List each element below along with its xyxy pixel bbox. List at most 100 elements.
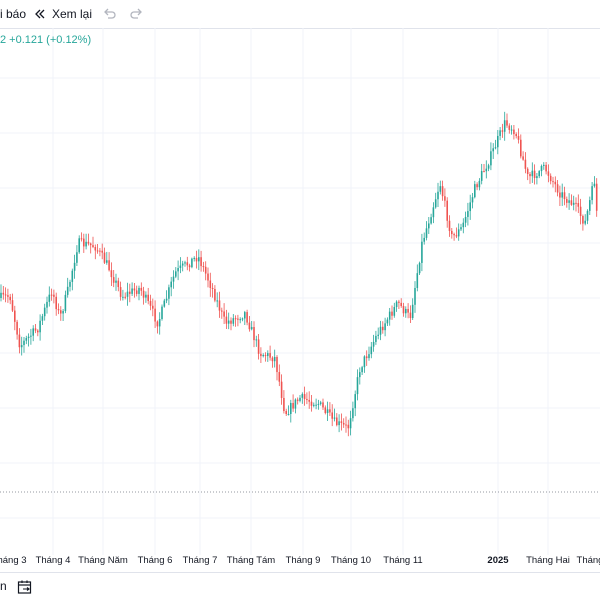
candle — [572, 195, 575, 211]
candle — [232, 314, 235, 327]
candle — [188, 263, 191, 272]
candle — [428, 216, 430, 234]
candle — [536, 172, 538, 185]
candle — [39, 314, 41, 341]
candle — [559, 185, 561, 207]
candle — [135, 285, 138, 297]
candle — [87, 233, 90, 246]
candle — [561, 183, 563, 206]
candle — [448, 215, 451, 237]
candle — [356, 369, 359, 401]
candle — [2, 285, 5, 300]
candle — [503, 111, 506, 141]
candle — [96, 244, 99, 254]
rewind-icon[interactable] — [32, 6, 48, 22]
candle — [382, 321, 384, 334]
candle — [37, 329, 39, 337]
candle — [202, 261, 205, 272]
candle — [239, 317, 241, 324]
candle — [32, 325, 34, 342]
candle — [14, 305, 16, 331]
candle — [306, 392, 308, 405]
candle — [46, 296, 48, 314]
candle — [287, 405, 290, 416]
candle — [195, 250, 198, 269]
candle — [138, 285, 140, 301]
candle — [368, 346, 370, 361]
candle — [294, 398, 297, 414]
candle — [421, 233, 423, 272]
candle — [347, 419, 350, 437]
candle — [349, 410, 352, 436]
candle — [204, 261, 207, 281]
candle — [48, 286, 51, 307]
candle — [333, 408, 336, 422]
candle — [30, 328, 32, 345]
candle — [290, 399, 292, 423]
candle — [154, 300, 156, 328]
candle — [25, 335, 28, 345]
candle — [372, 334, 375, 352]
alert-button[interactable]: i báo — [0, 7, 27, 21]
candle — [414, 281, 416, 313]
candle — [497, 130, 499, 155]
candle — [467, 202, 469, 226]
candle — [0, 284, 2, 302]
candle — [526, 167, 529, 181]
candle — [393, 302, 396, 318]
candle — [460, 223, 462, 231]
time-axis-label: háng 3 — [0, 555, 27, 566]
candle — [363, 355, 366, 373]
candle — [234, 315, 237, 327]
candle — [331, 404, 333, 427]
candle — [524, 152, 527, 174]
candle — [522, 151, 524, 161]
candle — [60, 306, 62, 321]
candle — [398, 299, 400, 309]
candle — [264, 352, 267, 362]
candle — [191, 257, 193, 269]
candle — [276, 355, 278, 381]
candle — [101, 243, 103, 260]
undo-icon[interactable] — [102, 6, 118, 22]
candle — [112, 269, 115, 288]
candle — [529, 171, 531, 184]
candle — [163, 298, 166, 308]
candle — [126, 282, 129, 306]
candle — [510, 125, 513, 135]
candle — [200, 250, 202, 272]
candle — [375, 330, 377, 345]
candle — [462, 218, 465, 234]
candle — [122, 289, 124, 301]
price-chart[interactable] — [0, 28, 600, 555]
candle — [315, 398, 317, 410]
redo-icon[interactable] — [128, 6, 144, 22]
candle — [207, 267, 209, 288]
replay-button[interactable]: Xem lại — [52, 7, 93, 21]
candle — [280, 374, 283, 405]
candle — [158, 312, 161, 335]
candle — [342, 418, 345, 428]
candle — [145, 291, 147, 303]
candle — [273, 349, 276, 368]
calendar-range-icon[interactable] — [16, 578, 34, 596]
candle — [142, 286, 145, 305]
candle — [391, 305, 393, 320]
candle — [278, 364, 281, 387]
candle — [115, 273, 117, 291]
candle — [586, 209, 589, 225]
time-axis-label: Tháng 7 — [182, 555, 218, 566]
candle — [20, 336, 23, 356]
candle — [227, 312, 230, 330]
candle — [99, 247, 101, 257]
candle — [310, 394, 313, 412]
candle — [411, 298, 414, 321]
candle — [579, 198, 582, 225]
candle — [543, 162, 545, 170]
candle — [575, 197, 577, 212]
candle — [186, 256, 189, 271]
candle — [103, 247, 106, 265]
candle — [444, 188, 446, 207]
price-change-readout: 2 +0.121 (+0.12%) — [0, 34, 92, 46]
candle — [533, 164, 536, 185]
